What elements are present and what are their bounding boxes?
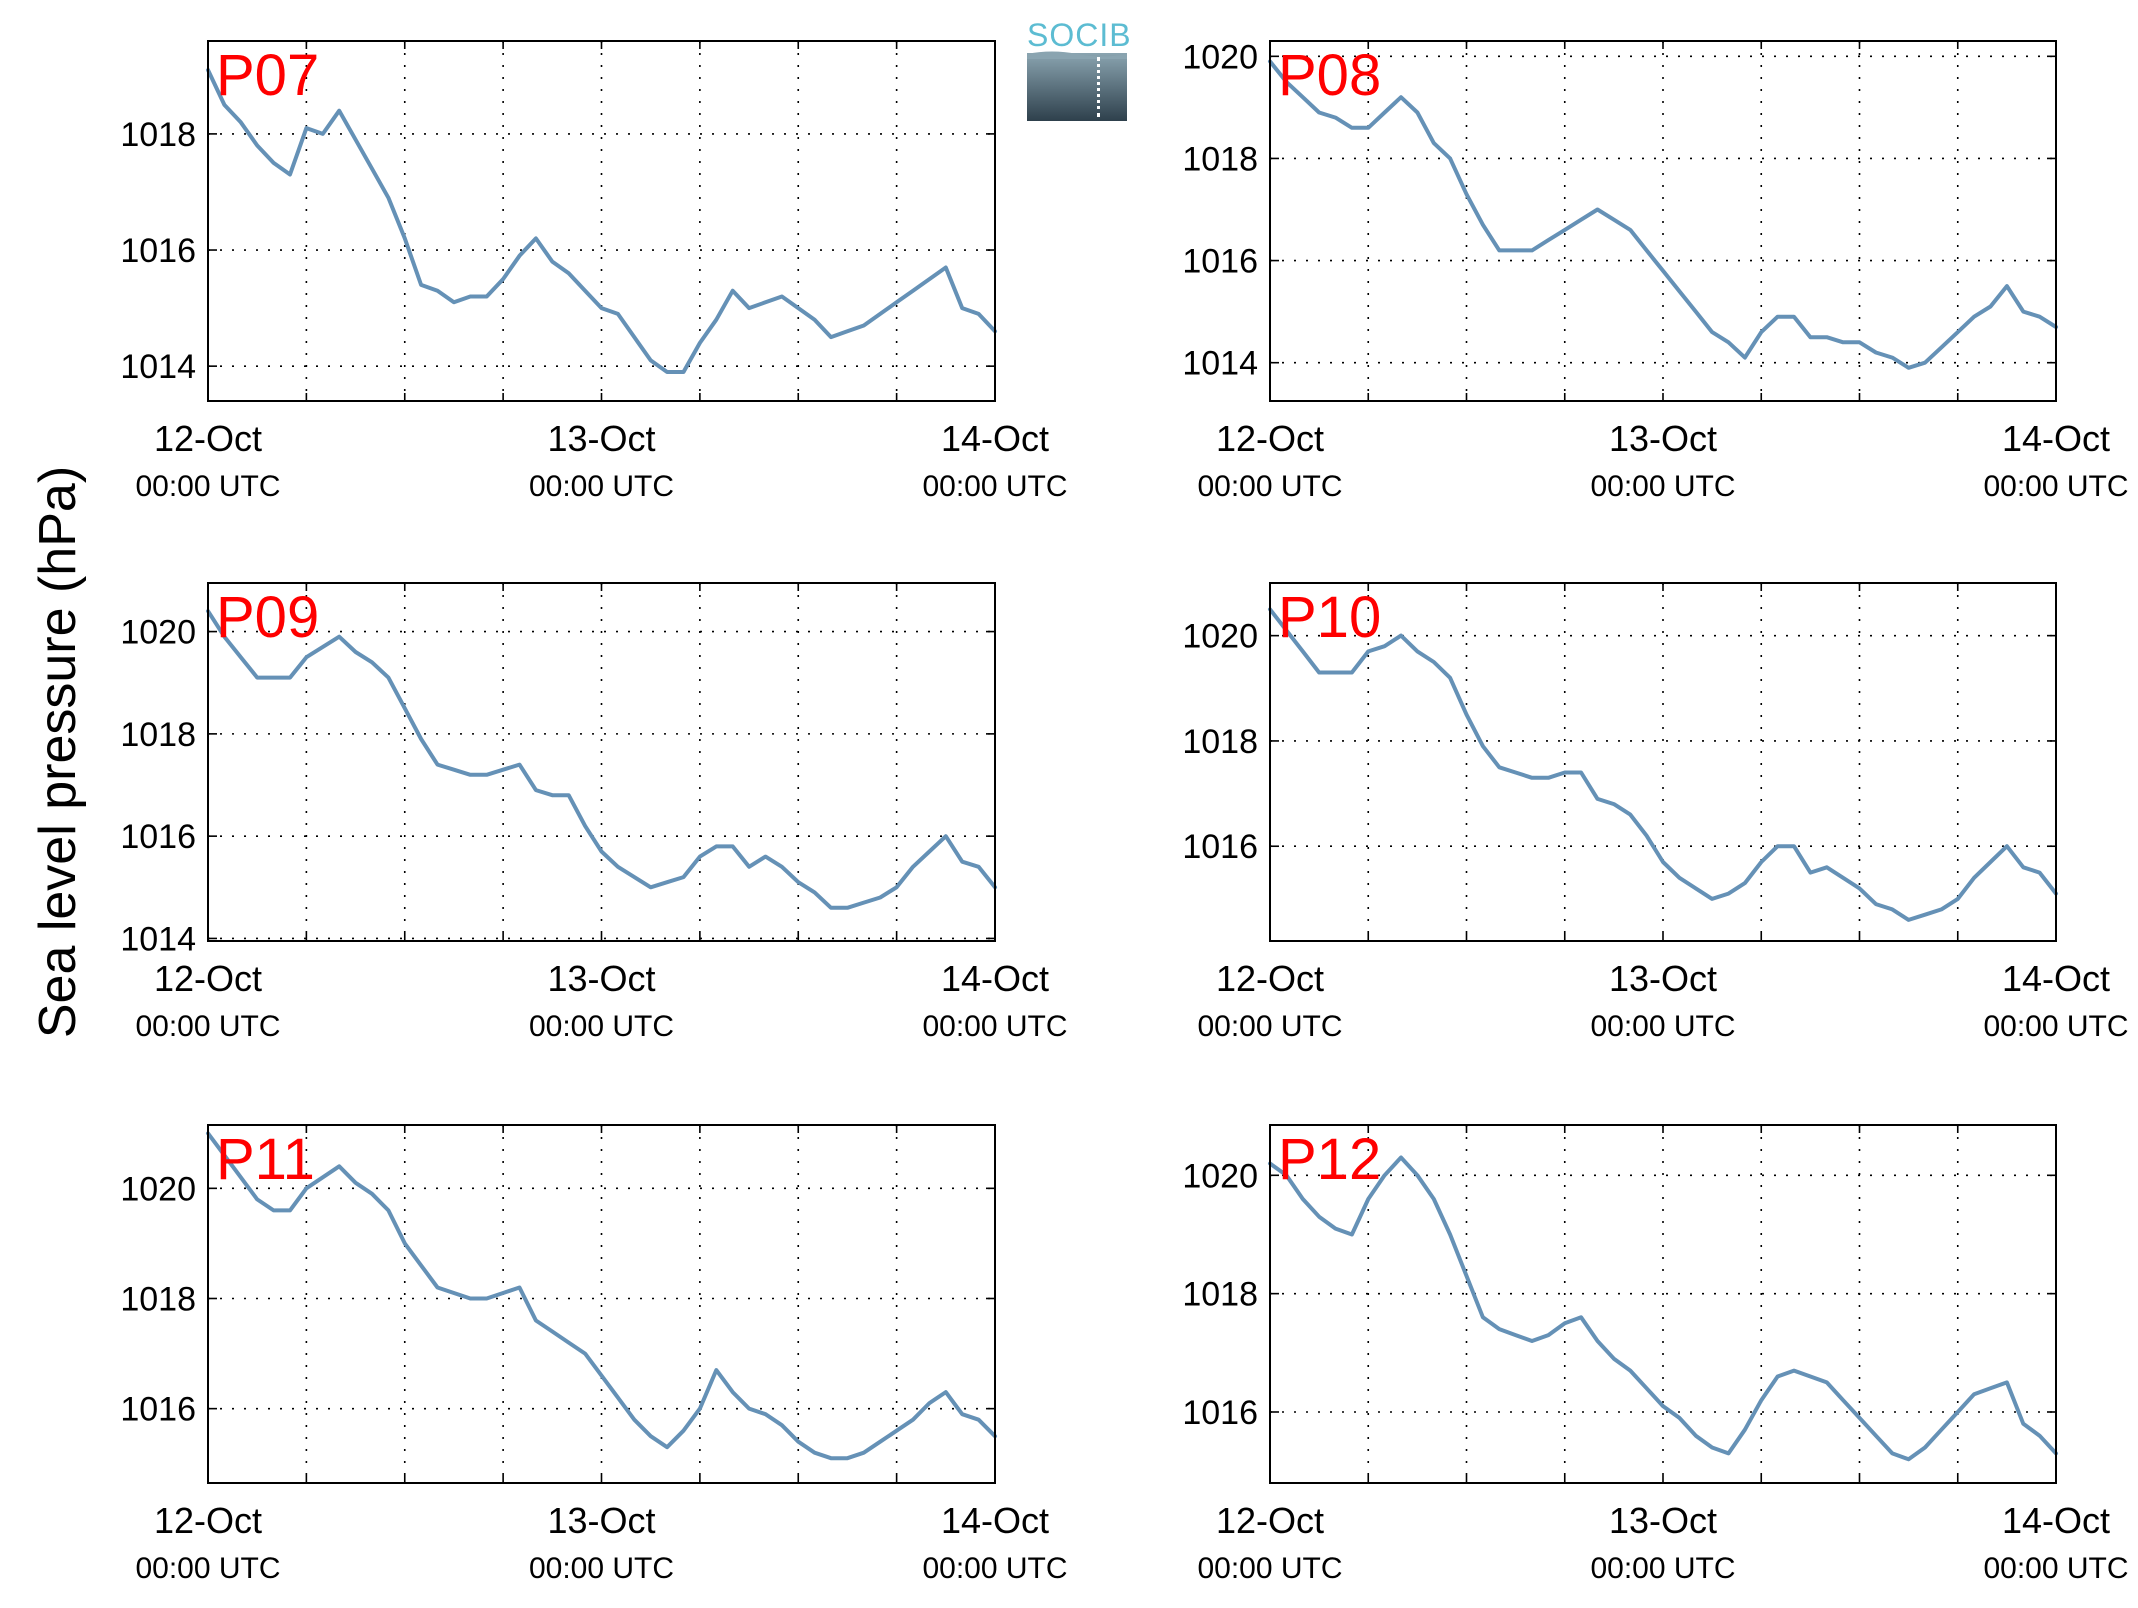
x-tick-label-time: 00:00 UTC: [922, 1010, 1067, 1043]
x-tick-label-date: 13-Oct: [547, 418, 655, 459]
y-axis-label-text: Sea level pressure (hPa): [29, 465, 87, 1039]
y-tick-label: 1020: [1182, 618, 1258, 656]
x-tick-label-date: 13-Oct: [547, 958, 655, 999]
x-tick-label-date: 14-Oct: [941, 1500, 1049, 1541]
x-tick-label-date: 13-Oct: [547, 1500, 655, 1541]
panel-p11: 1016 1018 1020 12-Oct 00:00 UTC 13-Oct 00:00 U…: [120, 1124, 1068, 1585]
x-tick-label-date: 12-Oct: [1216, 1500, 1324, 1541]
x-tick-label-date: 14-Oct: [941, 418, 1049, 459]
x-tick-label-time: 00:00 UTC: [135, 1010, 280, 1043]
x-tick-label-time: 00:00 UTC: [1197, 470, 1342, 503]
y-tick-label: 1018: [1182, 140, 1258, 178]
y-tick-label: 1016: [1182, 243, 1258, 281]
x-tick-label-time: 00:00 UTC: [135, 1552, 280, 1585]
panel-label: P12: [1278, 1127, 1381, 1192]
y-tick-label: 1014: [120, 920, 196, 958]
x-tick-label-date: 12-Oct: [154, 1500, 262, 1541]
panel-p08: 1014 1016 1018 1020 12-Oct 00:00 UTC 13-Oct 00:…: [1182, 38, 2128, 503]
x-tick-label-date: 13-Oct: [1609, 958, 1717, 999]
y-tick-label: 1018: [1182, 723, 1258, 761]
x-tick-label-date: 13-Oct: [1609, 1500, 1717, 1541]
y-tick-label: 1020: [1182, 38, 1258, 76]
x-tick-label-time: 00:00 UTC: [1590, 1010, 1735, 1043]
panel-label: P07: [216, 43, 319, 108]
x-tick-label-date: 12-Oct: [154, 418, 262, 459]
y-tick-label: 1014: [120, 348, 196, 386]
y-tick-label: 1014: [1182, 345, 1258, 383]
y-tick-label: 1016: [1182, 828, 1258, 866]
x-tick-label-date: 13-Oct: [1609, 418, 1717, 459]
panel-p07: 1014 1016 1018 12-Oct 00:00 UTC 13-Oct 00:00 U…: [120, 40, 1068, 503]
axes-frame: [1269, 582, 2057, 942]
x-tick-label-time: 00:00 UTC: [1983, 1552, 2128, 1585]
x-tick-label-date: 14-Oct: [2002, 1500, 2110, 1541]
series-line-p12: [1268, 1155, 2058, 1462]
x-tick-label-time: 00:00 UTC: [529, 470, 674, 503]
series-line-p10: [1268, 607, 2058, 922]
series-line-p08: [1268, 59, 2058, 370]
x-tick-label-time: 00:00 UTC: [1197, 1010, 1342, 1043]
y-tick-label: 1016: [120, 1391, 196, 1429]
x-tick-label-date: 12-Oct: [1216, 418, 1324, 459]
x-tick-label-time: 00:00 UTC: [135, 470, 280, 503]
logo-box: [1027, 53, 1127, 121]
y-tick-label: 1016: [1182, 1394, 1258, 1432]
panel-label: P08: [1278, 43, 1381, 108]
x-tick-label-date: 14-Oct: [2002, 418, 2110, 459]
y-tick-label: 1020: [120, 1170, 196, 1208]
y-tick-label: 1020: [120, 614, 196, 652]
x-tick-label-time: 00:00 UTC: [1590, 1552, 1735, 1585]
axes-frame: [207, 1124, 996, 1484]
logo-text: SOCIB: [1027, 17, 1132, 53]
x-tick-label-time: 00:00 UTC: [1983, 470, 2128, 503]
panel-label: P10: [1278, 585, 1381, 650]
y-tick-label: 1018: [120, 716, 196, 754]
panel-p12: 1016 1018 1020 12-Oct 00:00 UTC 13-Oct 00:00 U…: [1182, 1124, 2129, 1585]
series-line-p11: [206, 1131, 997, 1461]
series-line-p07: [206, 68, 997, 374]
panel-p10: 1016 1018 1020 12-Oct 00:00 UTC 13-Oct 00:00 U…: [1182, 582, 2129, 1043]
y-tick-label: 1018: [120, 116, 196, 154]
logo-dots: [1097, 57, 1100, 117]
series-line-p09: [206, 609, 997, 910]
x-tick-label-date: 12-Oct: [154, 958, 262, 999]
y-tick-label: 1020: [1182, 1157, 1258, 1195]
panel-p09: 1014 1016 1018 1020 12-Oct 00:00 UTC 13-Oct 00:…: [120, 582, 1068, 1043]
y-tick-label: 1016: [120, 818, 196, 856]
x-tick-label-date: 12-Oct: [1216, 958, 1324, 999]
panel-label: P09: [216, 585, 319, 650]
x-tick-label-time: 00:00 UTC: [922, 1552, 1067, 1585]
axes-frame: [207, 582, 996, 942]
y-tick-label: 1016: [120, 232, 196, 270]
axes-frame: [1269, 40, 2057, 402]
y-tick-label: 1018: [1182, 1276, 1258, 1314]
x-tick-label-time: 00:00 UTC: [1983, 1010, 2128, 1043]
x-tick-label-date: 14-Oct: [2002, 958, 2110, 999]
axes-frame: [207, 40, 996, 402]
x-tick-label-date: 14-Oct: [941, 958, 1049, 999]
socib-logo: SOCIB: [1027, 17, 1132, 121]
x-tick-label-time: 00:00 UTC: [1590, 470, 1735, 503]
x-tick-label-time: 00:00 UTC: [529, 1010, 674, 1043]
x-tick-label-time: 00:00 UTC: [529, 1552, 674, 1585]
axes-frame: [1269, 1124, 2057, 1484]
x-tick-label-time: 00:00 UTC: [922, 470, 1067, 503]
x-tick-label-time: 00:00 UTC: [1197, 1552, 1342, 1585]
y-tick-label: 1018: [120, 1280, 196, 1318]
logo-wave-icon: [1027, 51, 1127, 59]
panel-label: P11: [216, 1127, 315, 1192]
